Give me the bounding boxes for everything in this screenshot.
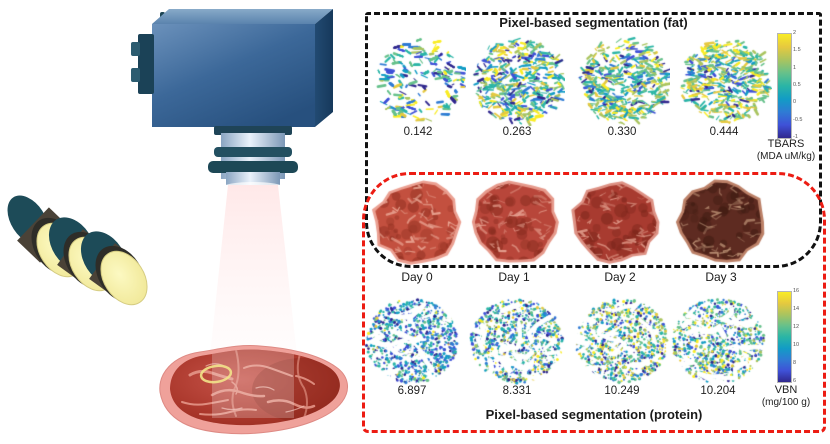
- camera-lens-icon: [208, 126, 298, 192]
- hsi-setup-illustration: [7, 9, 348, 435]
- protein-panel-title: Pixel-based segmentation (protein): [485, 407, 703, 422]
- colorbar-tick: 12: [793, 324, 800, 330]
- tbars-value: 0.444: [709, 126, 739, 138]
- protein-map-day-3: [670, 297, 766, 385]
- colorbar-tick: 14: [793, 306, 800, 312]
- day-label: Day 2: [604, 270, 636, 284]
- vbn-value: 8.331: [502, 385, 532, 397]
- vbn-value: 10.204: [700, 385, 736, 397]
- colorbar-tick: 8: [793, 360, 797, 366]
- colorbar-tick: 1.5: [793, 47, 801, 53]
- beam-lit-region: [212, 349, 294, 418]
- protein-map-day-0: [364, 297, 460, 385]
- tbars-colorbar-unit: (MDA uM/kg): [756, 151, 816, 162]
- meat-photo-day-1: [466, 176, 564, 268]
- scan-spot-marker: [199, 364, 233, 384]
- fat-panel-title: Pixel-based segmentation (fat): [499, 15, 688, 30]
- tbars-colorbar: [777, 33, 792, 139]
- vbn-colorbar: [777, 291, 792, 383]
- tbars-value: 0.330: [607, 126, 637, 138]
- colorbar-tick: 2: [793, 30, 797, 36]
- meat-photo-day-2: [567, 176, 665, 268]
- day-label: Day 3: [705, 270, 737, 284]
- colorbar-tick: -1: [793, 134, 798, 140]
- fat-map-day-2: [574, 36, 670, 126]
- colorbar-tick: 1: [793, 65, 797, 71]
- vbn-colorbar-unit: (mg/100 g): [761, 397, 811, 408]
- light-source-lamps: [7, 195, 148, 306]
- camera-side-connector: [131, 34, 154, 94]
- colorbar-tick: 0: [793, 99, 797, 105]
- colorbar-tick: 16: [793, 288, 800, 294]
- fat-map-day-3: [676, 36, 772, 126]
- colorbar-tick: 0.5: [793, 82, 801, 88]
- meat-photo-day-3: [672, 176, 770, 268]
- tbars-value: 0.142: [403, 126, 433, 138]
- vbn-colorbar-name: VBN: [774, 384, 798, 396]
- colorbar-tick: 10: [793, 342, 800, 348]
- fat-map-day-0: [370, 36, 466, 126]
- vbn-value: 10.249: [604, 385, 640, 397]
- lamp-face-3: [100, 250, 148, 306]
- colorbar-tick: 6: [793, 378, 797, 384]
- protein-map-day-1: [469, 297, 565, 385]
- tbars-value: 0.263: [502, 126, 532, 138]
- tbars-colorbar-name: TBARS: [767, 138, 805, 150]
- hyperspectral-camera: [131, 9, 333, 192]
- day-label: Day 1: [498, 270, 530, 284]
- light-beam: [210, 185, 297, 356]
- colorbar-tick: -0.5: [793, 117, 803, 123]
- meat-photo-day-0: [368, 176, 466, 268]
- vbn-value: 6.897: [397, 385, 427, 397]
- meat-sample: [159, 345, 348, 435]
- fat-map-day-1: [469, 36, 565, 126]
- protein-map-day-2: [574, 297, 670, 385]
- day-label: Day 0: [401, 270, 433, 284]
